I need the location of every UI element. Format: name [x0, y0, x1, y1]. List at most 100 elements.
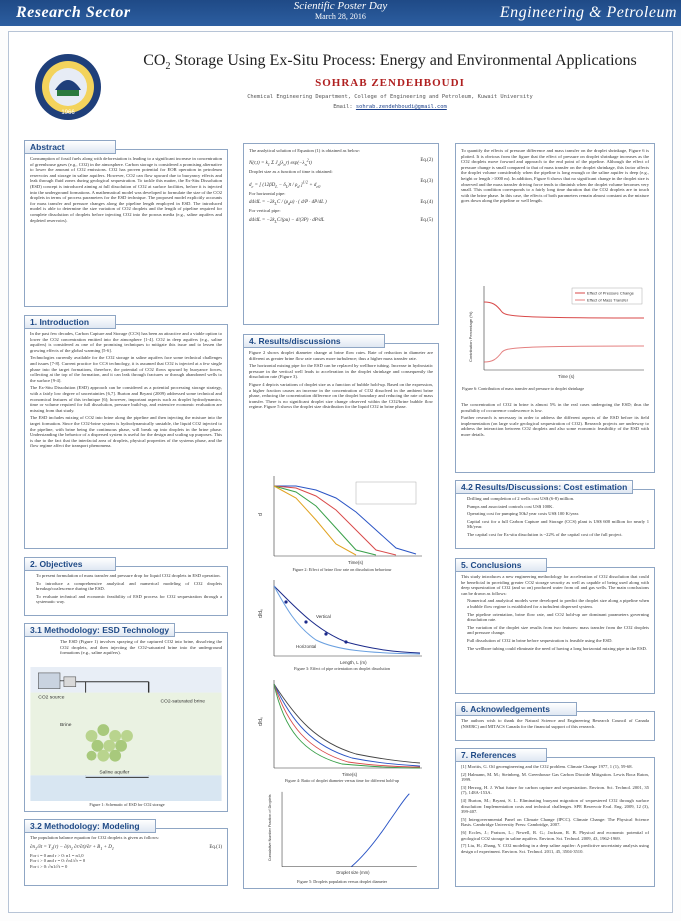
author-name: SOHRAB ZENDEHBOUDI — [315, 77, 465, 89]
figure6-after1: The concentration of CO2 in brine is alm… — [461, 402, 649, 413]
figure3-xlabel: Length, L (m) — [340, 660, 367, 665]
conclusion-item: The pipeline orientation, brine flow rat… — [467, 612, 649, 623]
objectives-section: 2. Objectives To present formulation of … — [24, 557, 228, 616]
svg-text:d/d₀: d/d₀ — [258, 717, 264, 726]
pump-icon — [63, 676, 77, 688]
logo-year: 1966 — [61, 110, 75, 116]
figure2-xlabel: Time(s) — [348, 560, 364, 565]
affiliation: Chemical Engineering Department, College… — [247, 94, 533, 100]
intro-p1: In the past few decades, Carbon Capture … — [30, 331, 222, 353]
references-heading: 7. References — [455, 748, 547, 762]
university-logo: 1966 — [35, 54, 101, 120]
esd-schematic-figure: CO2-saturated brine CO2 source Brine Sal… — [30, 667, 222, 801]
results-p2: The horizontal mixing pipe for the ESD c… — [249, 363, 433, 380]
figure6-legend-pressure: Effect of Pressure Change — [587, 291, 635, 296]
label-saline-aquifer: Saline aquifer — [99, 769, 129, 775]
figure4-chart: d/d₀ Time(s) — [258, 680, 422, 777]
objectives-heading: 2. Objectives — [24, 557, 116, 571]
figure3-caption: Figure 3: Effect of pipe orientation on … — [294, 666, 390, 671]
equation-5: dd/dL = −2kLC/(ρu) − d/(3P) · dP/dL Eq.(5… — [249, 217, 433, 224]
cost-item: Drilling and completion of 2 wells cost … — [467, 496, 649, 502]
figure6-caption: Figure 6: Contribution of mass transfer … — [462, 386, 585, 391]
email-link[interactable]: sohrab.zendehboudi@gmail.com — [355, 104, 447, 110]
methodology-esd-section: 3.1 Methodology: ESD Technology The ESD … — [24, 623, 228, 812]
references-section: 7. References [1] Moritis, G. Oil geoeng… — [455, 748, 655, 887]
svg-text:d/d₀: d/d₀ — [258, 609, 264, 618]
header-right: Engineering & Petroleum — [499, 4, 677, 21]
label-brine: Brine — [60, 722, 72, 728]
equation-4: dd/dL = −2kLC / (ρdu) · ( d/P · dP/dL ) E… — [249, 200, 433, 207]
acknowledgements-heading: 6. Acknowledgements — [455, 702, 577, 716]
reference-item: [3] Herzog, H. J. What future for carbon… — [461, 784, 649, 796]
acknowledgements-section: 6. Acknowledgements The authors wish to … — [455, 702, 655, 741]
intro-p4: The ESD includes mixing of CO2 into brin… — [30, 415, 222, 449]
equation-1: ∂n1/∂t = Y1(r) − ∂(n1 ∂r/∂t)/∂r + B1 + D… — [30, 844, 222, 851]
figure4-xlabel: Time(s) — [342, 772, 358, 777]
figure6-ylabel: Contribution Percentage (%) — [468, 311, 473, 362]
results-heading: 4. Results/discussions — [243, 334, 385, 348]
cost-heading: 4.2 Results/Discussions: Cost estimation — [455, 480, 634, 494]
bc-3: For t > 0: ∂n1/∂t = 0 — [30, 863, 68, 869]
header-banner: Research Sector Scientific Poster Day Ma… — [0, 0, 681, 26]
cost-item: Capital cost for a full Carbon Capture a… — [467, 519, 649, 530]
objective-item: To present formulation of mass transfer … — [36, 573, 222, 579]
introduction-heading: 1. Introduction — [24, 315, 116, 329]
header-left: Research Sector — [16, 4, 131, 21]
conclusion-item: The variation of the droplet size result… — [467, 625, 649, 636]
header-center-line1: Scientific Poster Day — [293, 0, 388, 12]
results-section: 4. Results/discussions Figure 2 shows dr… — [243, 334, 439, 889]
bc-2: For t > 0 and r = 0: ∂n1/∂r = 0 — [30, 858, 86, 864]
results-p1: Figure 2 shows droplet diameter change a… — [249, 350, 433, 361]
figure5-xlabel: Droplet size (mm) — [336, 870, 370, 875]
figure5-caption: Figure 5: Droplets population versus dro… — [296, 879, 387, 884]
methodology-model-heading: 3.2 Methodology: Modeling — [24, 819, 156, 833]
header-center-line2: March 28, 2016 — [315, 12, 366, 21]
reference-item: [4] Burton, M.; Bryant, S. L. Eliminatin… — [461, 797, 649, 815]
header-center: Scientific Poster Day March 28, 2016 — [0, 1, 681, 22]
label-co2-source: CO2 source — [38, 695, 64, 701]
analytical-intro: The analytical solution of Equation (1) … — [249, 148, 361, 153]
reference-item: [2] Halmann, M. M.; Steinberg, M. Greenh… — [461, 771, 649, 783]
cost-section: 4.2 Results/Discussions: Cost estimation… — [455, 480, 655, 549]
figure6-after2: Further research is necessary in order t… — [461, 415, 649, 437]
acknowledgements-text: The authors wish to thank the Natural Sc… — [461, 718, 649, 729]
analytical-horizontal: For horizontal pipe: — [249, 190, 286, 196]
figure3-series-horizontal: Horizontal — [296, 644, 316, 649]
intro-p2: Technologies currently available for the… — [30, 355, 222, 383]
figure1-caption: Figure 1: Schematic of ESD for CO2 stora… — [89, 802, 165, 807]
methodology-esd-text: The ESD (Figure 1) involves spraying of … — [60, 639, 222, 656]
analytical-vertical: For vertical pipe: — [249, 208, 281, 214]
analytical-droplet-size: Droplet size as a function of time is ob… — [249, 169, 333, 175]
objective-item: To evaluate technical and economic feasi… — [36, 594, 222, 605]
reference-item: [7] Liu, H.; Zhang, Y. CO2 modeling in a… — [461, 843, 649, 854]
introduction-section: 1. Introduction In the past few decades,… — [24, 315, 228, 549]
reference-item: [6] Eccles, J.; Pratson, L.; Newell, R. … — [461, 829, 649, 841]
cost-item: Pumps and associated controls cost US$ 1… — [467, 504, 649, 510]
poster-title: CO2 Storage Using Ex-Situ Process: Energ… — [143, 52, 637, 73]
svg-text:d: d — [258, 513, 264, 516]
equation-3: de = [ (12βDL − δL)t / ρd ]1/2 + de0 Eq.(… — [249, 178, 433, 189]
email-line: Email: sohrab.zendehboudi@gmail.com — [333, 104, 447, 110]
conclusion-item: Numerical and analytical models were dev… — [467, 598, 649, 609]
figure5-chart: Cumulative Number Fraction of Droplets D… — [268, 791, 417, 875]
results-p3: Figure 4 depicts variations of droplet s… — [249, 381, 433, 410]
abstract-heading: Abstract — [24, 140, 116, 154]
figure4-caption: Figure 4: Ratio of droplet diameter vers… — [284, 778, 400, 783]
conclusions-section: 5. Conclusions This study introduces a n… — [455, 558, 655, 694]
methodology-model-section: 3.2 Methodology: Modeling The population… — [24, 819, 228, 886]
equation-2: N(r,t) = k1 Σ Jn(λnr) exp(−λn2t) Eq.(2) — [249, 157, 433, 168]
figure2-chart: d Time(s) — [258, 476, 422, 565]
abstract-section: Abstract Consumption of fossil fuels alo… — [24, 140, 228, 307]
conclusions-heading: 5. Conclusions — [455, 558, 547, 572]
methodology-model-text: The population balance equation for CO2 … — [30, 835, 160, 840]
figure6-legend-mass: Effect of Mass Transfer — [587, 298, 629, 303]
figure5-ylabel: Cumulative Number Fraction of Droplets — [268, 794, 272, 861]
figure6-section: To quantify the effects of pressure diff… — [455, 143, 655, 473]
figure2-caption: Figure 2: Effect of brine flow rate on d… — [292, 567, 392, 572]
reference-item: [1] Moritis, G. Oil geoengineering and t… — [461, 764, 633, 769]
cost-item: Operating cost for pumping 50kJ year cos… — [467, 511, 649, 517]
cost-item: The capital cost for Ex-situ dissolution… — [467, 532, 649, 538]
label-co2-saturated: CO2-saturated brine — [160, 698, 205, 704]
figure3-chart: Vertical Horizontal d/d₀ Length, L (m) — [258, 580, 422, 665]
